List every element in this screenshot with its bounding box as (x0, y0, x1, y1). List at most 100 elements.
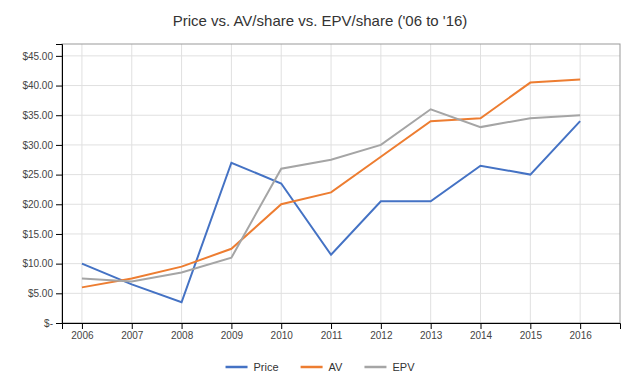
tick-mark (431, 323, 432, 329)
tick: $35.00 (22, 110, 62, 121)
legend-item: EPV (364, 361, 415, 373)
tick-mark (231, 323, 232, 329)
tick-mark (481, 323, 482, 329)
tick-label: 2014 (470, 330, 493, 341)
tick-label: $30.00 (22, 140, 53, 151)
tick: 2012 (370, 323, 393, 341)
series-line (82, 121, 580, 302)
tick-mark (56, 293, 62, 294)
tick-mark (56, 145, 62, 146)
tick-label: $10.00 (22, 258, 53, 269)
tick-label: 2016 (570, 330, 593, 341)
series-line (82, 80, 580, 288)
tick-label: 2015 (520, 330, 543, 341)
axis-domain (63, 324, 621, 330)
tick-label: $45.00 (22, 51, 53, 62)
tick: 2009 (221, 323, 244, 341)
tick-mark (132, 323, 133, 329)
tick: $25.00 (22, 169, 62, 180)
grid-line-x (480, 44, 481, 323)
x-axis: 2006 2007 2008 2009 2010 2011 2012 2013 2014 2015… (63, 323, 621, 341)
tick-mark (56, 323, 62, 324)
legend-swatch (364, 366, 386, 369)
tick-label: 2010 (271, 330, 294, 341)
tick-mark (56, 115, 62, 116)
grid-line-x (181, 44, 182, 323)
tick-label: 2011 (321, 330, 343, 341)
legend-label: AV (329, 361, 344, 373)
plot-frame (62, 44, 620, 323)
tick: 2015 (520, 323, 543, 341)
tick: 2013 (420, 323, 443, 341)
grid-line-y (62, 85, 620, 86)
grid-line-x (231, 44, 232, 323)
grid-line-y (62, 115, 620, 116)
tick-label: $35.00 (22, 110, 53, 121)
legend-swatch (301, 366, 323, 369)
tick: 2016 (570, 323, 593, 341)
tick-mark (56, 86, 62, 87)
tick: 2010 (271, 323, 294, 341)
grid-line-y (62, 204, 620, 205)
tick-mark (381, 323, 382, 329)
legend-item: AV (301, 361, 344, 373)
tick-label: $- (44, 318, 53, 329)
tick-label: $20.00 (22, 199, 53, 210)
series-line (82, 109, 580, 281)
tick: $20.00 (22, 199, 62, 210)
tick-label: 2012 (370, 330, 393, 341)
tick-label: $5.00 (28, 288, 53, 299)
grid-line-y (62, 233, 620, 234)
tick: $10.00 (22, 258, 62, 269)
tick-mark (56, 264, 62, 265)
tick-mark (82, 323, 83, 329)
tick-mark (530, 323, 531, 329)
grid-line-x (331, 44, 332, 323)
grid-line-x (580, 44, 581, 323)
chart: 2006 2007 2008 2009 2010 2011 2012 2013 2014 2015… (0, 0, 640, 385)
tick-label: 2007 (121, 330, 144, 341)
tick-label: $25.00 (22, 169, 53, 180)
grid-line-y (62, 55, 620, 56)
tick-label: 2009 (221, 330, 244, 341)
tick-mark (56, 56, 62, 57)
legend: Price AV EPV (226, 361, 416, 373)
lines (82, 80, 580, 303)
tick: $5.00 (28, 288, 62, 299)
grid-line-y (62, 263, 620, 264)
grid-line-x (380, 44, 381, 323)
tick: 2011 (321, 323, 343, 341)
plot: 2006 2007 2008 2009 2010 2011 2012 2013 2014 2015… (22, 44, 620, 341)
tick-label: $15.00 (22, 229, 53, 240)
tick: $30.00 (22, 140, 62, 151)
tick: 2014 (470, 323, 493, 341)
grid-line-y (62, 144, 620, 145)
grid-line-x (530, 44, 531, 323)
grid-line-x (81, 44, 82, 323)
legend-label: Price (254, 361, 279, 373)
grid-line-y (62, 293, 620, 294)
tick-mark (56, 234, 62, 235)
tick: 2008 (171, 323, 194, 341)
grid (62, 44, 620, 323)
grid-line-y (62, 174, 620, 175)
tick: $15.00 (22, 229, 62, 240)
tick-mark (56, 175, 62, 176)
tick: $- (44, 318, 62, 329)
tick-label: 2006 (71, 330, 94, 341)
tick-label: $40.00 (22, 80, 53, 91)
tick-mark (281, 323, 282, 329)
tick-mark (56, 204, 62, 205)
tick: $45.00 (22, 51, 62, 62)
grid-line-x (430, 44, 431, 323)
tick-mark (182, 323, 183, 329)
legend-swatch (226, 366, 248, 369)
title: Price vs. AV/share vs. EPV/share ('06 to… (173, 12, 468, 29)
tick-mark (580, 323, 581, 329)
tick-mark (331, 323, 332, 329)
legend-label: EPV (392, 361, 415, 373)
tick-label: 2008 (171, 330, 194, 341)
tick: $40.00 (22, 80, 62, 91)
tick-label: 2013 (420, 330, 443, 341)
tick: 2006 (71, 323, 94, 341)
